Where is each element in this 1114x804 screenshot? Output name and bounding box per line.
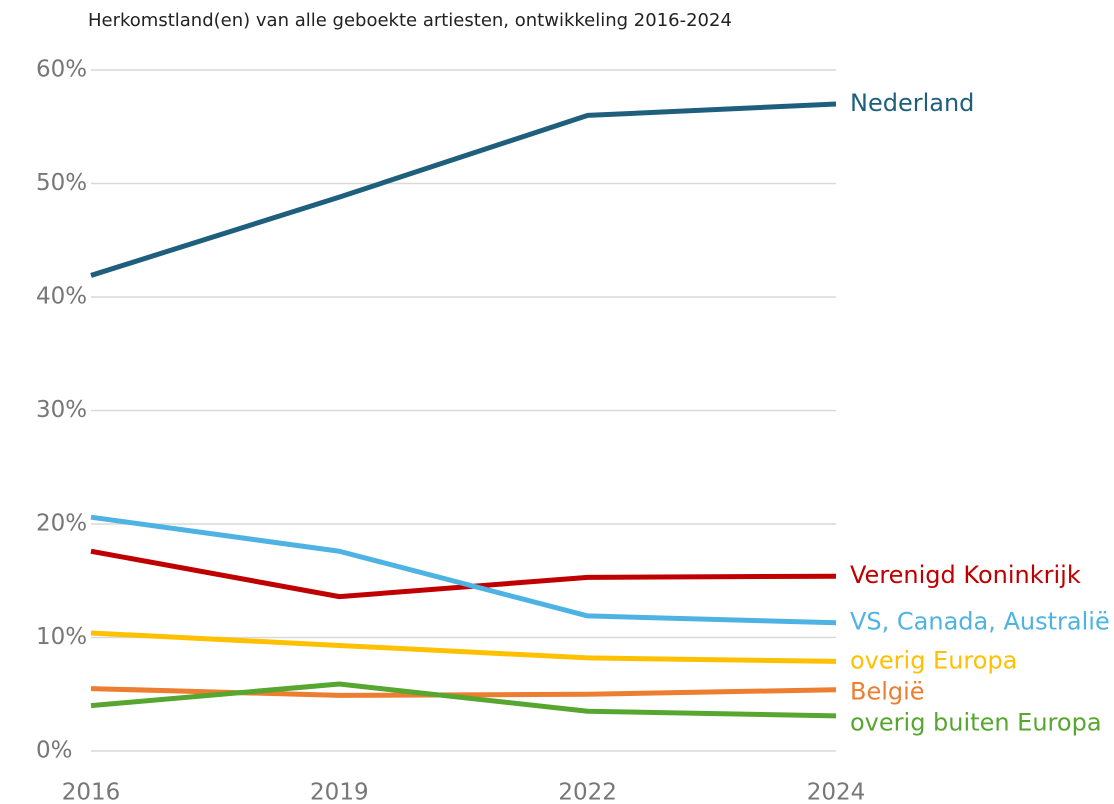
y-tick-label: 20% <box>36 511 87 537</box>
legend-label: overig Europa <box>850 646 1017 674</box>
y-tick-label: 0% <box>36 738 73 764</box>
y-tick-label: 40% <box>36 284 87 310</box>
legend-label: Nederland <box>850 89 974 117</box>
x-tick-label: 2022 <box>558 780 617 804</box>
y-tick-label: 10% <box>36 624 87 650</box>
y-tick-label: 50% <box>36 170 87 196</box>
series-line <box>90 548 837 600</box>
legend-label: VS, Canada, Australië <box>850 608 1110 636</box>
x-tick-label: 2016 <box>62 780 121 804</box>
legend-label: België <box>850 677 925 705</box>
x-tick-label: 2019 <box>310 780 369 804</box>
y-tick-label: 30% <box>36 397 87 423</box>
legend-label: Verenigd Koninkrijk <box>850 561 1081 589</box>
series-line <box>90 686 837 698</box>
chart-title: Herkomstland(en) van alle geboekte artie… <box>88 10 732 31</box>
legend-label: overig buiten Europa <box>850 708 1102 736</box>
y-tick-label: 60% <box>36 57 87 83</box>
series-line <box>90 681 837 719</box>
x-tick-label: 2024 <box>807 780 866 804</box>
series-line <box>90 630 837 664</box>
series-line <box>90 101 837 278</box>
series-line <box>90 514 837 626</box>
